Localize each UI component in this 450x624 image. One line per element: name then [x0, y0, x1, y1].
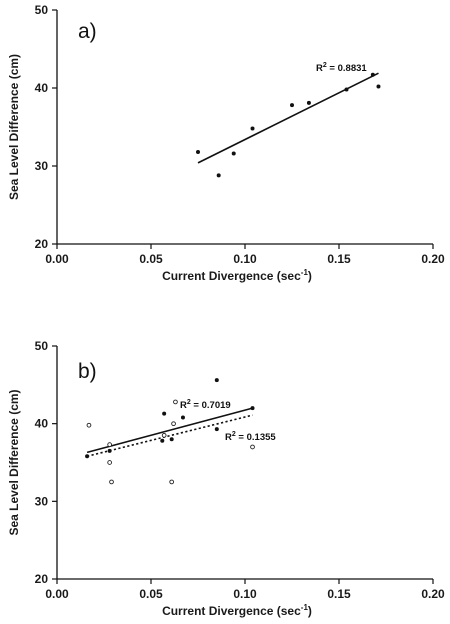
data-point: [109, 479, 114, 485]
data-point: [169, 437, 174, 442]
r-squared-label: R2 = 0.7019: [180, 399, 231, 411]
x-axis-label: Current Divergence (sec-1): [162, 268, 312, 283]
y-tick-label: 20: [35, 237, 49, 251]
data-point: [107, 460, 112, 465]
panel-a-chart: 0.00 0.05 0.10 0.15 0.20 20 30 40 50 Current Dive…: [7, 3, 445, 283]
series-1: R2 = 0.7019: [85, 378, 255, 459]
data-point: [376, 84, 381, 89]
y-tick-label: 50: [35, 339, 49, 353]
data-point: [306, 100, 311, 105]
y-tick-label: 40: [35, 417, 49, 431]
panel-label: b): [78, 360, 97, 383]
trendline: [86, 414, 253, 458]
data-point: [370, 72, 375, 77]
x-tick-label: 0.00: [45, 252, 69, 266]
x-tick-label: 0.15: [327, 587, 351, 601]
data-point: [173, 399, 178, 405]
data-point: [231, 151, 236, 156]
data-point: [169, 479, 175, 485]
data-point: [171, 421, 176, 427]
x-tick-label: 0.15: [327, 252, 351, 266]
x-axis-label: Current Divergence (sec-1): [162, 603, 312, 618]
y-tick-label: 30: [35, 494, 49, 508]
data-point: [290, 103, 294, 108]
y-tick-label: 50: [35, 3, 49, 17]
panel-b-chart: 0.00 0.05 0.10 0.15 0.20 20 30 40 50 Current Dive…: [7, 339, 445, 618]
panel-label: a): [78, 20, 97, 43]
trendline: [86, 407, 253, 454]
y-axis-label: Sea Level Difference (cm): [7, 389, 21, 535]
data-point: [161, 432, 167, 438]
data-point: [196, 149, 200, 154]
data-point: [250, 444, 255, 450]
data-point: [344, 87, 349, 92]
trendline: [197, 72, 379, 164]
data-point: [250, 126, 255, 131]
data-point: [86, 422, 92, 428]
y-axis-label: Sea Level Difference (cm): [7, 54, 21, 200]
series-2: R2 = 0.1355: [86, 399, 276, 485]
y-tick-label: 20: [35, 572, 49, 586]
data-point: [160, 438, 165, 443]
data-point: [214, 427, 219, 432]
data-point: [180, 415, 185, 420]
data-point: [214, 378, 219, 383]
y-tick-label: 30: [35, 159, 49, 173]
y-tick-label: 40: [35, 81, 49, 95]
data-point: [216, 173, 221, 178]
r-squared-label: R2 = 0.1355: [225, 431, 276, 443]
x-tick-label: 0.10: [233, 252, 257, 266]
r-squared-label: R2 = 0.8831: [316, 62, 367, 74]
data-point: [107, 442, 112, 447]
x-tick-label: 0.10: [233, 587, 257, 601]
data-point: [162, 411, 167, 416]
x-tick-label: 0.20: [421, 252, 445, 266]
x-tick-label: 0.20: [421, 587, 445, 601]
data-point: [250, 406, 255, 411]
x-tick-label: 0.00: [45, 587, 69, 601]
x-tick-label: 0.05: [139, 587, 163, 601]
x-tick-label: 0.05: [139, 252, 163, 266]
series-1: R2 = 0.8831: [196, 62, 381, 178]
